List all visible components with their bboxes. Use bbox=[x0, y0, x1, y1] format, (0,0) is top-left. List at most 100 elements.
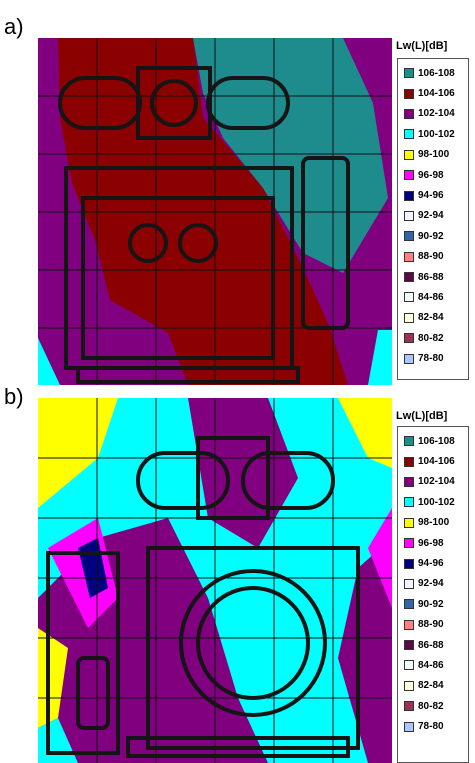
legend-item: 86-88 bbox=[404, 267, 468, 287]
legend-item: 106-108 bbox=[404, 431, 468, 451]
legend-item: 98-100 bbox=[404, 145, 468, 165]
legend-item: 92-94 bbox=[404, 206, 468, 226]
legend-item: 100-102 bbox=[404, 124, 468, 144]
legend-label: 92-94 bbox=[418, 210, 444, 221]
legend-swatch bbox=[404, 457, 414, 467]
legend-label: 84-86 bbox=[418, 292, 444, 303]
legend-label: 82-84 bbox=[418, 680, 444, 691]
legend-label: 104-106 bbox=[418, 88, 455, 99]
legend-item: 84-86 bbox=[404, 655, 468, 675]
legend-item: 96-98 bbox=[404, 533, 468, 553]
legend-item: 82-84 bbox=[404, 308, 468, 328]
legend-item: 94-96 bbox=[404, 185, 468, 205]
legend-label: 86-88 bbox=[418, 640, 444, 651]
legend-swatch bbox=[404, 333, 414, 343]
legend-item: 88-90 bbox=[404, 615, 468, 635]
legend-label: 82-84 bbox=[418, 312, 444, 323]
figure: a) Lw(L)[dB] 106-108 104-106 102-104 100-10… bbox=[0, 0, 475, 763]
legend-label: 84-86 bbox=[418, 660, 444, 671]
legend-swatch bbox=[404, 129, 414, 139]
legend-item: 102-104 bbox=[404, 104, 468, 124]
legend-item: 94-96 bbox=[404, 553, 468, 573]
legend-swatch bbox=[404, 89, 414, 99]
legend-label: 102-104 bbox=[418, 476, 455, 487]
legend-swatch bbox=[404, 191, 414, 201]
legend: 106-108 104-106 102-104 100-102 98-100 96-98 9… bbox=[397, 426, 469, 763]
legend-title: Lw(L)[dB] bbox=[396, 410, 447, 422]
legend-item: 88-90 bbox=[404, 247, 468, 267]
page: {"panels": [ {"label": "a)", "legend": {… bbox=[0, 0, 475, 763]
legend-item: 102-104 bbox=[404, 472, 468, 492]
legend-swatch bbox=[404, 599, 414, 609]
legend-item: 106-108 bbox=[404, 63, 468, 83]
legend-swatch bbox=[404, 231, 414, 241]
legend-label: 80-82 bbox=[418, 701, 444, 712]
legend-label: 106-108 bbox=[418, 436, 455, 447]
legend-swatch bbox=[404, 722, 414, 732]
legend-swatch bbox=[404, 701, 414, 711]
panel-label: b) bbox=[4, 384, 24, 410]
legend-item: 96-98 bbox=[404, 165, 468, 185]
legend-label: 104-106 bbox=[418, 456, 455, 467]
legend-swatch bbox=[404, 640, 414, 650]
legend-swatch bbox=[404, 68, 414, 78]
legend-label: 96-98 bbox=[418, 538, 444, 549]
legend-swatch bbox=[404, 150, 414, 160]
legend-swatch bbox=[404, 354, 414, 364]
legend-label: 78-80 bbox=[418, 353, 444, 364]
legend-label: 90-92 bbox=[418, 599, 444, 610]
legend-swatch bbox=[404, 292, 414, 302]
panel-label: a) bbox=[4, 14, 24, 40]
legend-swatch bbox=[404, 681, 414, 691]
legend-item: 90-92 bbox=[404, 594, 468, 614]
legend-label: 90-92 bbox=[418, 231, 444, 242]
legend-swatch bbox=[404, 313, 414, 323]
legend-label: 92-94 bbox=[418, 578, 444, 589]
legend-item: 78-80 bbox=[404, 716, 468, 736]
legend-item: 80-82 bbox=[404, 696, 468, 716]
legend-label: 100-102 bbox=[418, 497, 455, 508]
legend-swatch bbox=[404, 660, 414, 670]
legend-item: 84-86 bbox=[404, 287, 468, 307]
legend-label: 98-100 bbox=[418, 517, 449, 528]
legend-title: Lw(L)[dB] bbox=[396, 40, 447, 52]
legend-swatch bbox=[404, 211, 414, 221]
legend-swatch bbox=[404, 538, 414, 548]
legend-item: 86-88 bbox=[404, 635, 468, 655]
legend-item: 90-92 bbox=[404, 226, 468, 246]
legend-label: 78-80 bbox=[418, 721, 444, 732]
legend-item: 78-80 bbox=[404, 348, 468, 368]
legend-item: 92-94 bbox=[404, 574, 468, 594]
legend-swatch bbox=[404, 170, 414, 180]
legend-label: 86-88 bbox=[418, 272, 444, 283]
legend-item: 98-100 bbox=[404, 513, 468, 533]
legend-swatch bbox=[404, 436, 414, 446]
panel-a: a) Lw(L)[dB] 106-108 104-106 102-104 100-10… bbox=[0, 0, 475, 390]
legend-label: 94-96 bbox=[418, 190, 444, 201]
legend-label: 98-100 bbox=[418, 149, 449, 160]
legend-label: 102-104 bbox=[418, 108, 455, 119]
legend-swatch bbox=[404, 579, 414, 589]
legend-swatch bbox=[404, 559, 414, 569]
legend-swatch bbox=[404, 272, 414, 282]
legend-item: 104-106 bbox=[404, 451, 468, 471]
legend-swatch bbox=[404, 518, 414, 528]
legend-label: 88-90 bbox=[418, 619, 444, 630]
legend-swatch bbox=[404, 477, 414, 487]
legend-label: 88-90 bbox=[418, 251, 444, 262]
legend-swatch bbox=[404, 252, 414, 262]
legend-swatch bbox=[404, 497, 414, 507]
contour-map bbox=[38, 398, 392, 763]
contour-map bbox=[38, 38, 392, 385]
legend: 106-108 104-106 102-104 100-102 98-100 96-98 9… bbox=[397, 58, 469, 380]
legend-swatch bbox=[404, 620, 414, 630]
legend-label: 80-82 bbox=[418, 333, 444, 344]
legend-item: 104-106 bbox=[404, 83, 468, 103]
legend-label: 96-98 bbox=[418, 170, 444, 181]
legend-item: 100-102 bbox=[404, 492, 468, 512]
legend-label: 100-102 bbox=[418, 129, 455, 140]
legend-swatch bbox=[404, 109, 414, 119]
legend-label: 106-108 bbox=[418, 68, 455, 79]
legend-item: 80-82 bbox=[404, 328, 468, 348]
panel-b: b) Lw(L)[dB] 106-108 104-106 102-104 100-10… bbox=[0, 384, 475, 763]
